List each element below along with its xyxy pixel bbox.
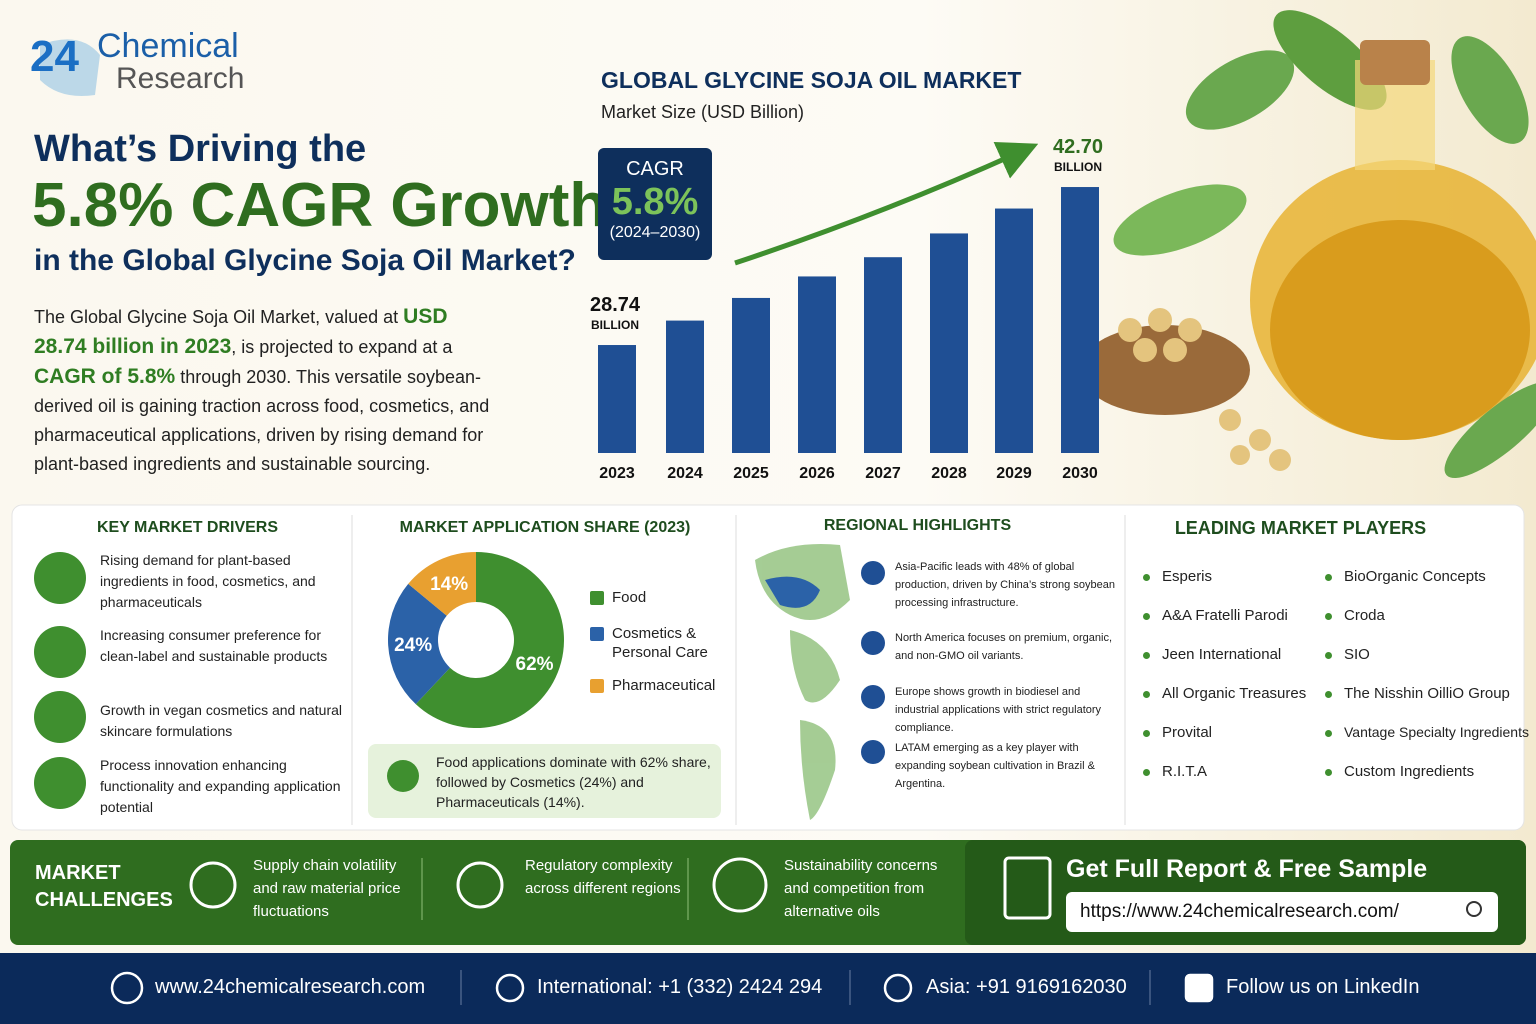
driver: Rising demand for plant-based ingredient…: [100, 552, 316, 610]
region: Asia-Pacific leads with 48% of global pr…: [895, 561, 1115, 609]
pie-label: 14%: [430, 574, 468, 595]
x-tick-label: 2023: [599, 465, 635, 482]
driver: Increasing consumer preference for clean…: [100, 627, 328, 664]
challenge: Supply chain volatility and raw material…: [253, 857, 401, 920]
bar-subtitle: Market Size (USD Billion): [601, 102, 805, 122]
footer-phone: Asia: +91 9169162030: [926, 976, 1127, 998]
intro-text: through 2030. This versatile soybean-der…: [34, 367, 490, 474]
headline-2: 5.8% CAGR Growth: [32, 171, 608, 240]
intro-text: The Global Glycine Soja Oil Market, valu…: [34, 307, 404, 327]
bar: [732, 297, 770, 453]
pie-slice: [388, 583, 450, 705]
x-tick-label: 2025: [733, 465, 769, 482]
footer-web[interactable]: www.24chemicalresearch.com: [155, 976, 426, 998]
legend-label: Pharmaceutical: [612, 677, 716, 694]
x-tick-label: 2029: [996, 465, 1032, 482]
headline-1: What’s Driving the: [34, 128, 367, 170]
legend-swatch: [590, 679, 604, 693]
player: Jeen International: [1143, 646, 1281, 663]
bar: [666, 320, 704, 453]
cagr-box: CAGR 5.8% (2024–2030): [598, 148, 712, 260]
bar: [598, 345, 636, 453]
intro-text: , is projected to expand at a: [231, 337, 453, 357]
legend-label: Cosmetics & Personal Care: [612, 625, 708, 661]
bar-title: GLOBAL GLYCINE SOJA OIL MARKET: [601, 67, 1022, 93]
driver: Process innovation enhancing functionali…: [100, 757, 341, 815]
driver: Growth in vegan cosmetics and natural sk…: [100, 702, 343, 739]
regional-title: REGIONAL HIGHLIGHTS: [823, 517, 1012, 534]
bar: [930, 233, 968, 453]
drivers-title: KEY MARKET DRIVERS: [96, 519, 279, 536]
bar: [864, 257, 902, 453]
player: Esperis: [1143, 568, 1212, 585]
x-tick-label: 2028: [931, 465, 967, 482]
footer-linkedin[interactable]: Follow us on LinkedIn: [1226, 976, 1420, 998]
players-title: LEADING MARKET PLAYERS: [1174, 518, 1427, 538]
region: Europe shows growth in biodiesel and ind…: [895, 686, 1102, 734]
intro: The Global Glycine Soja Oil Market, valu…: [34, 302, 504, 479]
x-tick-label: 2024: [667, 465, 703, 482]
unit-label: BILLION: [1054, 160, 1102, 174]
bar: [995, 208, 1033, 453]
challenge: Regulatory complexity across different r…: [525, 857, 681, 897]
value-label: 28.74: [590, 294, 641, 316]
cagr-value: 5.8%: [611, 181, 699, 223]
bar: [1061, 187, 1099, 453]
player: Custom Ingredients: [1325, 763, 1474, 780]
player: A&A Fratelli Parodi: [1143, 607, 1288, 624]
pie-note: Food applications dominate with 62% shar…: [436, 754, 711, 810]
challenges-title: MARKET CHALLENGES: [35, 862, 173, 911]
pie-label: 62%: [516, 654, 554, 675]
cagr-period: (2024–2030): [609, 224, 701, 241]
x-tick-label: 2027: [865, 465, 901, 482]
cagr-label: CAGR: [626, 158, 684, 180]
pie-chart: 62% 24% 14%: [388, 552, 564, 728]
legend-swatch: [590, 627, 604, 641]
cta-url[interactable]: https://www.24chemicalresearch.com/: [1080, 901, 1399, 922]
player: Croda: [1325, 607, 1385, 624]
challenge: Sustainability concerns and competition …: [784, 857, 938, 920]
player: BioOrganic Concepts: [1325, 568, 1486, 585]
pie-title: MARKET APPLICATION SHARE (2023): [399, 519, 691, 536]
player: The Nisshin OilliO Group: [1325, 685, 1510, 702]
intro-highlight: CAGR of 5.8%: [34, 365, 176, 388]
legend-label: Food: [612, 589, 647, 606]
unit-label: BILLION: [591, 318, 639, 332]
legend-swatch: [590, 591, 604, 605]
bar: [798, 276, 836, 453]
pie-slice: [408, 552, 476, 616]
x-tick-label: 2030: [1062, 465, 1098, 482]
x-tick-label: 2026: [799, 465, 835, 482]
player: SIO: [1325, 646, 1370, 663]
region: LATAM emerging as a key player with expa…: [895, 742, 1095, 790]
player: R.I.T.A: [1143, 763, 1207, 780]
footer-phone: International: +1 (332) 2424 294: [537, 976, 823, 998]
cta-title: Get Full Report & Free Sample: [1066, 855, 1428, 883]
logo-number: 24: [30, 32, 79, 81]
player: Vantage Specialty Ingredients: [1325, 724, 1529, 740]
intro-highlight: USD 28.74 billion in 2023: [34, 305, 448, 358]
growth-arrow: [734, 141, 1039, 266]
pie-slice: [415, 552, 564, 728]
value-label: 42.70: [1053, 136, 1103, 158]
player: Provital: [1143, 724, 1212, 741]
logo-line2: Research: [116, 62, 245, 95]
headline-3: in the Global Glycine Soja Oil Market?: [34, 244, 576, 277]
player: All Organic Treasures: [1143, 685, 1306, 702]
region: North America focuses on premium, organi…: [895, 632, 1113, 662]
bar-chart: 2023 28.74 BILLION 2024 2025 2026 2027 2028 2029…: [590, 136, 1103, 482]
pie-label: 24%: [394, 635, 432, 656]
logo-line1: Chemical: [97, 27, 239, 65]
